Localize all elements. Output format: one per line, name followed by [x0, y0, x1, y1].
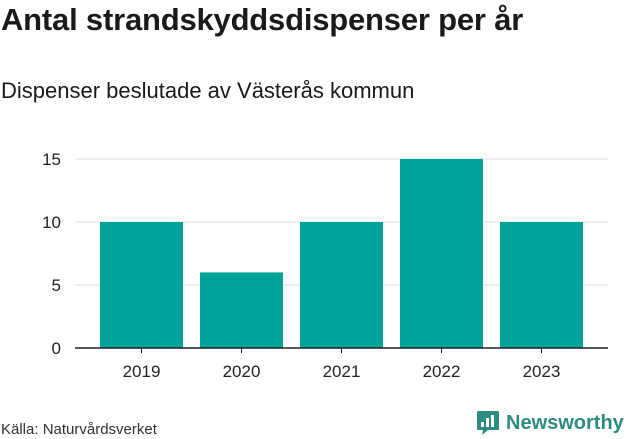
source-note: Källa: Naturvårdsverket	[1, 421, 157, 438]
x-tick-label-2019: 2019	[123, 362, 161, 381]
x-tick-label-2023: 2023	[523, 362, 561, 381]
y-tick-label-15: 15	[42, 150, 61, 169]
bar-2023	[500, 222, 583, 348]
chart-subtitle: Dispenser beslutade av Västerås kommun	[1, 78, 415, 103]
bar-2022	[400, 159, 483, 348]
bar-2020	[200, 272, 283, 348]
y-tick-label-5: 5	[52, 276, 61, 295]
y-tick-label-10: 10	[42, 213, 61, 232]
newsworthy-logo-icon	[477, 411, 499, 435]
bar-2019	[100, 222, 183, 348]
y-tick-label-0: 0	[52, 339, 61, 358]
newsworthy-brand[interactable]: Newsworthy	[476, 408, 624, 438]
x-tick-label-2022: 2022	[423, 362, 461, 381]
bar-2021	[300, 222, 383, 348]
x-tick-label-2021: 2021	[323, 362, 361, 381]
x-tick-label-2020: 2020	[223, 362, 261, 381]
chart-title: Antal strandskyddsdispenser per år	[1, 2, 524, 37]
brand-name: Newsworthy	[506, 411, 624, 434]
